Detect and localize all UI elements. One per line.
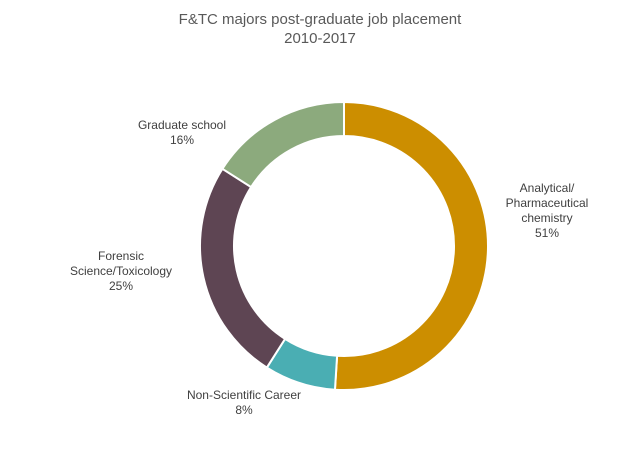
- donut-slice-0: [333, 100, 489, 391]
- slice-value-0: 51%: [535, 226, 559, 240]
- slice-label-1: Non-Scientific Career 8%: [187, 388, 301, 417]
- chart-title-line-1: F&TC majors post-graduate job placement: [178, 11, 462, 28]
- slice-label-0: Analytical/Pharmaceutical chemistry 51%: [506, 181, 589, 240]
- slice-category-3-line-0: Graduate school: [138, 118, 226, 132]
- slice-category-0-line-2: chemistry: [521, 211, 572, 225]
- chart-title-line-2: 2010-2017: [284, 30, 356, 47]
- slice-value-2: 25%: [109, 279, 133, 293]
- slice-category-1-line-0: Non-Scientific Career: [187, 388, 301, 402]
- slice-category-2-line-1: Science/Toxicology: [70, 264, 172, 278]
- slice-label-3: Graduate school 16%: [138, 118, 226, 147]
- donut-slice-2: [199, 167, 287, 369]
- chart-title: F&TC majors post-graduate job placement …: [0, 10, 640, 48]
- slice-value-1: 8%: [235, 403, 253, 417]
- slice-label-2: Forensic Science/Toxicology 25%: [70, 249, 172, 293]
- slice-category-0-line-0: Analytical/: [520, 181, 575, 195]
- slice-value-3: 16%: [170, 133, 194, 147]
- slice-category-0-line-1: Pharmaceutical: [506, 196, 589, 210]
- donut-slice-3: [221, 100, 345, 189]
- slice-category-2-line-0: Forensic: [98, 249, 144, 263]
